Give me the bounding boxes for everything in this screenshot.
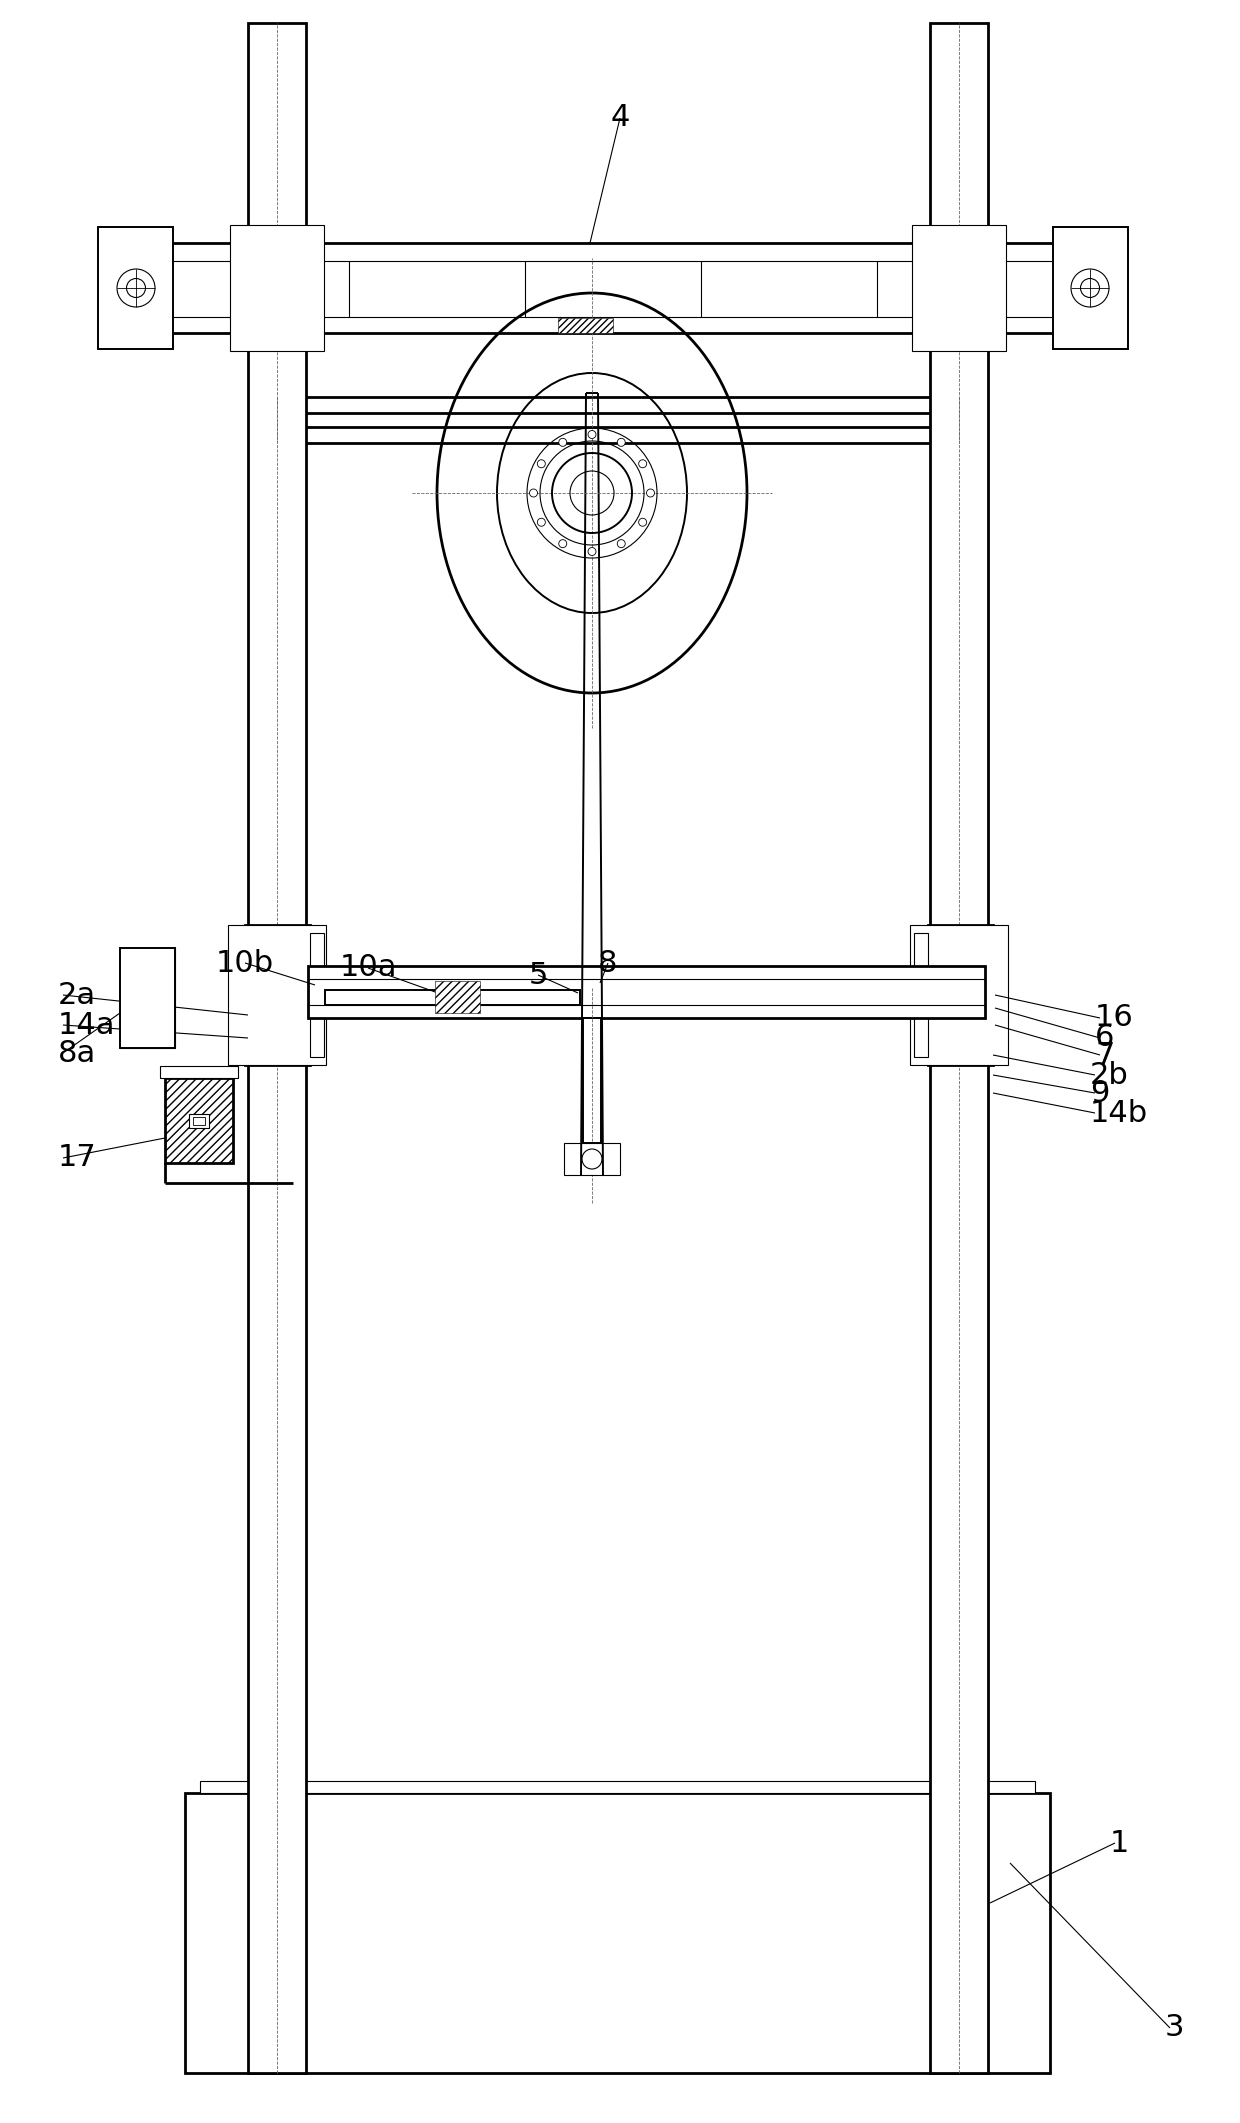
Text: 10a: 10a — [340, 953, 397, 983]
Bar — [310, 932, 324, 1057]
Bar — [193, 1117, 205, 1125]
Bar — [98, 227, 174, 348]
Text: 3: 3 — [1166, 2013, 1184, 2042]
Circle shape — [529, 488, 537, 497]
Text: 2a: 2a — [58, 981, 97, 1011]
Text: 8a: 8a — [58, 1038, 97, 1068]
Text: 16: 16 — [1095, 1004, 1133, 1032]
Bar — [558, 318, 613, 333]
Circle shape — [559, 437, 567, 446]
Bar — [248, 23, 306, 2072]
Bar — [229, 225, 324, 350]
Text: 7: 7 — [1095, 1040, 1115, 1070]
Circle shape — [537, 461, 546, 467]
Text: 5: 5 — [528, 960, 548, 989]
Circle shape — [559, 539, 567, 548]
Bar — [246, 926, 310, 1066]
Bar — [108, 242, 1118, 333]
Text: 10b: 10b — [216, 949, 274, 977]
Circle shape — [588, 431, 596, 439]
Bar — [914, 932, 928, 1057]
Bar — [928, 926, 993, 1066]
Bar — [1053, 227, 1128, 348]
Bar — [200, 1781, 1035, 1794]
Circle shape — [639, 518, 647, 527]
Bar — [228, 926, 326, 1066]
Text: 14a: 14a — [58, 1011, 115, 1040]
Circle shape — [639, 461, 647, 467]
Bar — [325, 989, 580, 1004]
Bar — [160, 1066, 238, 1078]
Text: 1: 1 — [1110, 1828, 1130, 1858]
Bar — [188, 1112, 210, 1127]
Bar — [435, 981, 480, 1013]
Text: 8: 8 — [598, 949, 618, 977]
Bar — [120, 949, 175, 1049]
Circle shape — [618, 437, 625, 446]
Bar — [165, 1078, 233, 1163]
Bar — [910, 926, 1008, 1066]
Bar — [308, 966, 985, 1019]
Circle shape — [646, 488, 655, 497]
Text: 14b: 14b — [1090, 1098, 1148, 1127]
Bar — [185, 1794, 1050, 2072]
Circle shape — [588, 548, 596, 556]
Bar — [564, 1142, 620, 1174]
Text: 4: 4 — [610, 104, 630, 132]
Text: 6: 6 — [1095, 1023, 1115, 1053]
Text: 9: 9 — [1090, 1078, 1110, 1108]
Bar — [165, 1078, 233, 1163]
Bar — [583, 1019, 601, 1142]
Text: 17: 17 — [58, 1144, 97, 1172]
Bar — [911, 225, 1006, 350]
Circle shape — [618, 539, 625, 548]
Bar — [120, 949, 175, 1049]
Text: 2b: 2b — [1090, 1062, 1128, 1089]
Bar — [930, 23, 988, 2072]
Circle shape — [537, 518, 546, 527]
